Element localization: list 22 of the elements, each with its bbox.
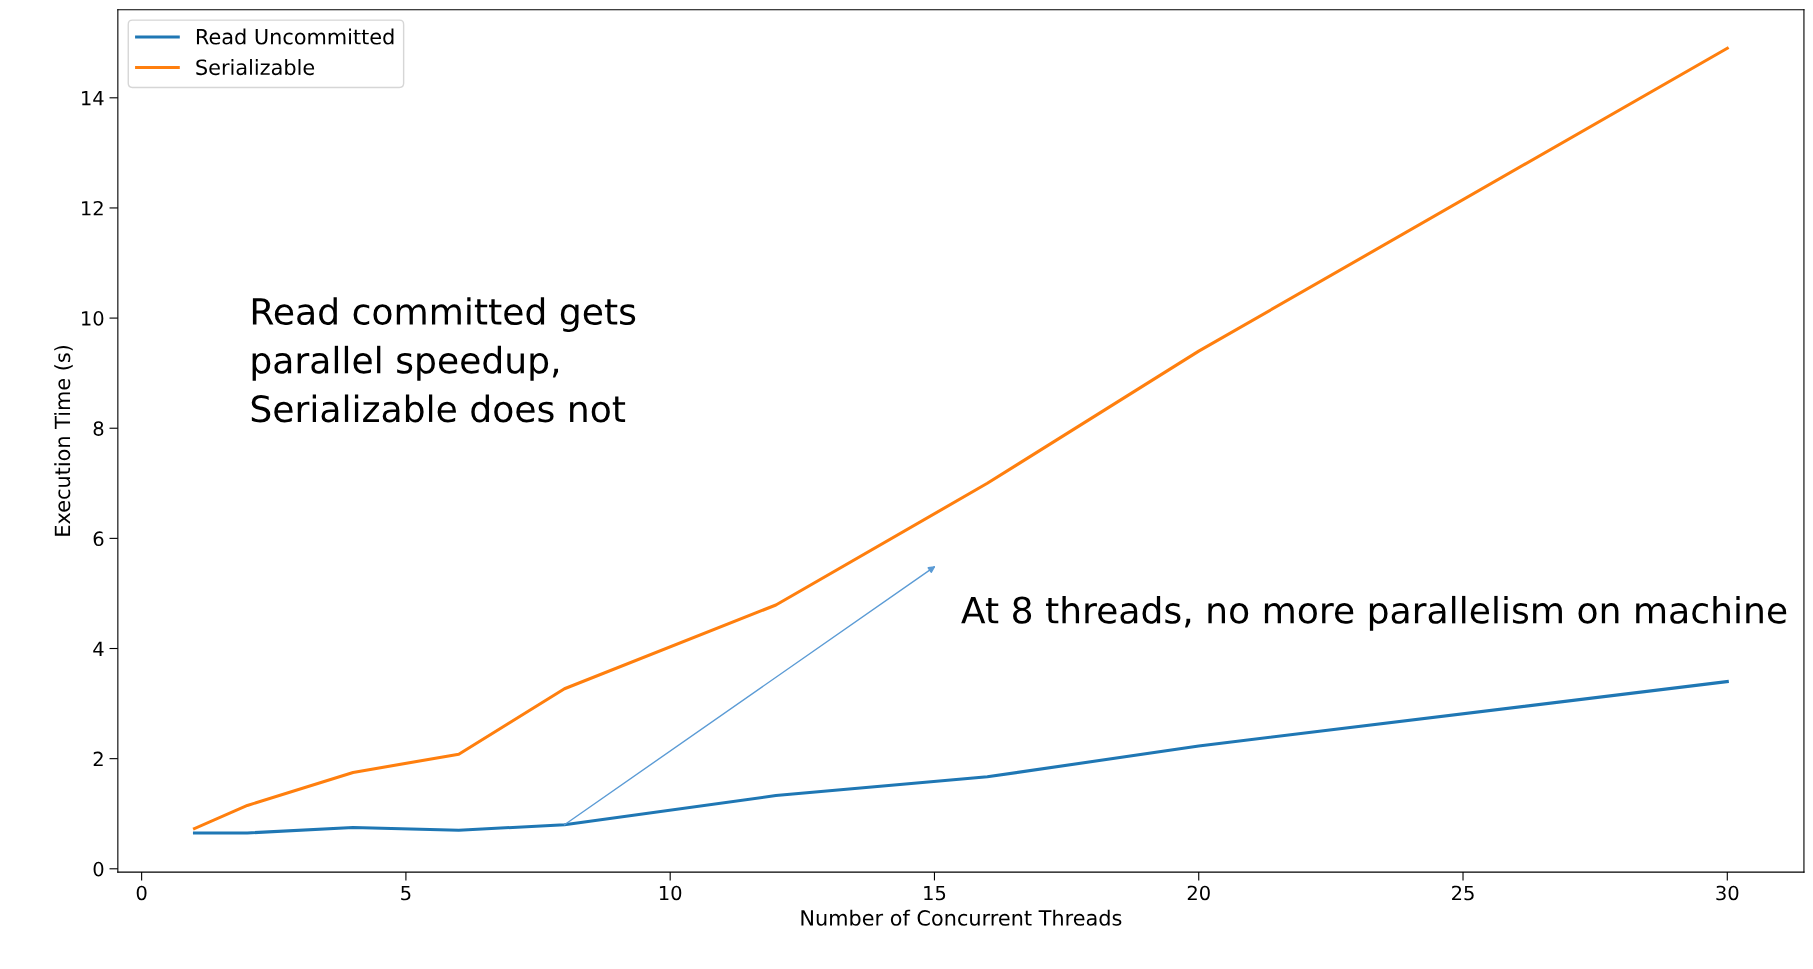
y-tick-label: 6 bbox=[93, 531, 104, 547]
x-axis-title: Number of Concurrent Threads bbox=[801, 909, 1122, 926]
legend-label: Read Uncommitted bbox=[196, 28, 394, 45]
y-axis-title: Execution Time (s) bbox=[54, 345, 73, 536]
y-tick-label: 4 bbox=[93, 641, 104, 656]
x-tick-label: 20 bbox=[1187, 885, 1210, 901]
annotation: At 8 threads, no more parallelism on machine bbox=[961, 595, 1787, 631]
x-tick-label: 5 bbox=[401, 885, 411, 901]
x-tick-label: 0 bbox=[136, 885, 147, 901]
x-tick-label: 15 bbox=[924, 885, 946, 901]
x-tick-label: 10 bbox=[659, 885, 682, 901]
line-series bbox=[192, 680, 1729, 835]
y-tick-label: 8 bbox=[93, 421, 104, 436]
y-tick-label: 14 bbox=[82, 91, 104, 106]
y-tick-label: 0 bbox=[93, 861, 104, 877]
y-tick-label: 10 bbox=[82, 311, 104, 326]
annotation: Read committed gets parallel speedup, Serializable does not bbox=[251, 297, 636, 423]
x-tick-label: 30 bbox=[1716, 885, 1739, 901]
y-tick-label: 2 bbox=[93, 751, 103, 767]
y-tick-label: 12 bbox=[82, 200, 103, 216]
legend-label: Serializable bbox=[196, 59, 315, 76]
x-tick-label: 25 bbox=[1452, 885, 1474, 901]
